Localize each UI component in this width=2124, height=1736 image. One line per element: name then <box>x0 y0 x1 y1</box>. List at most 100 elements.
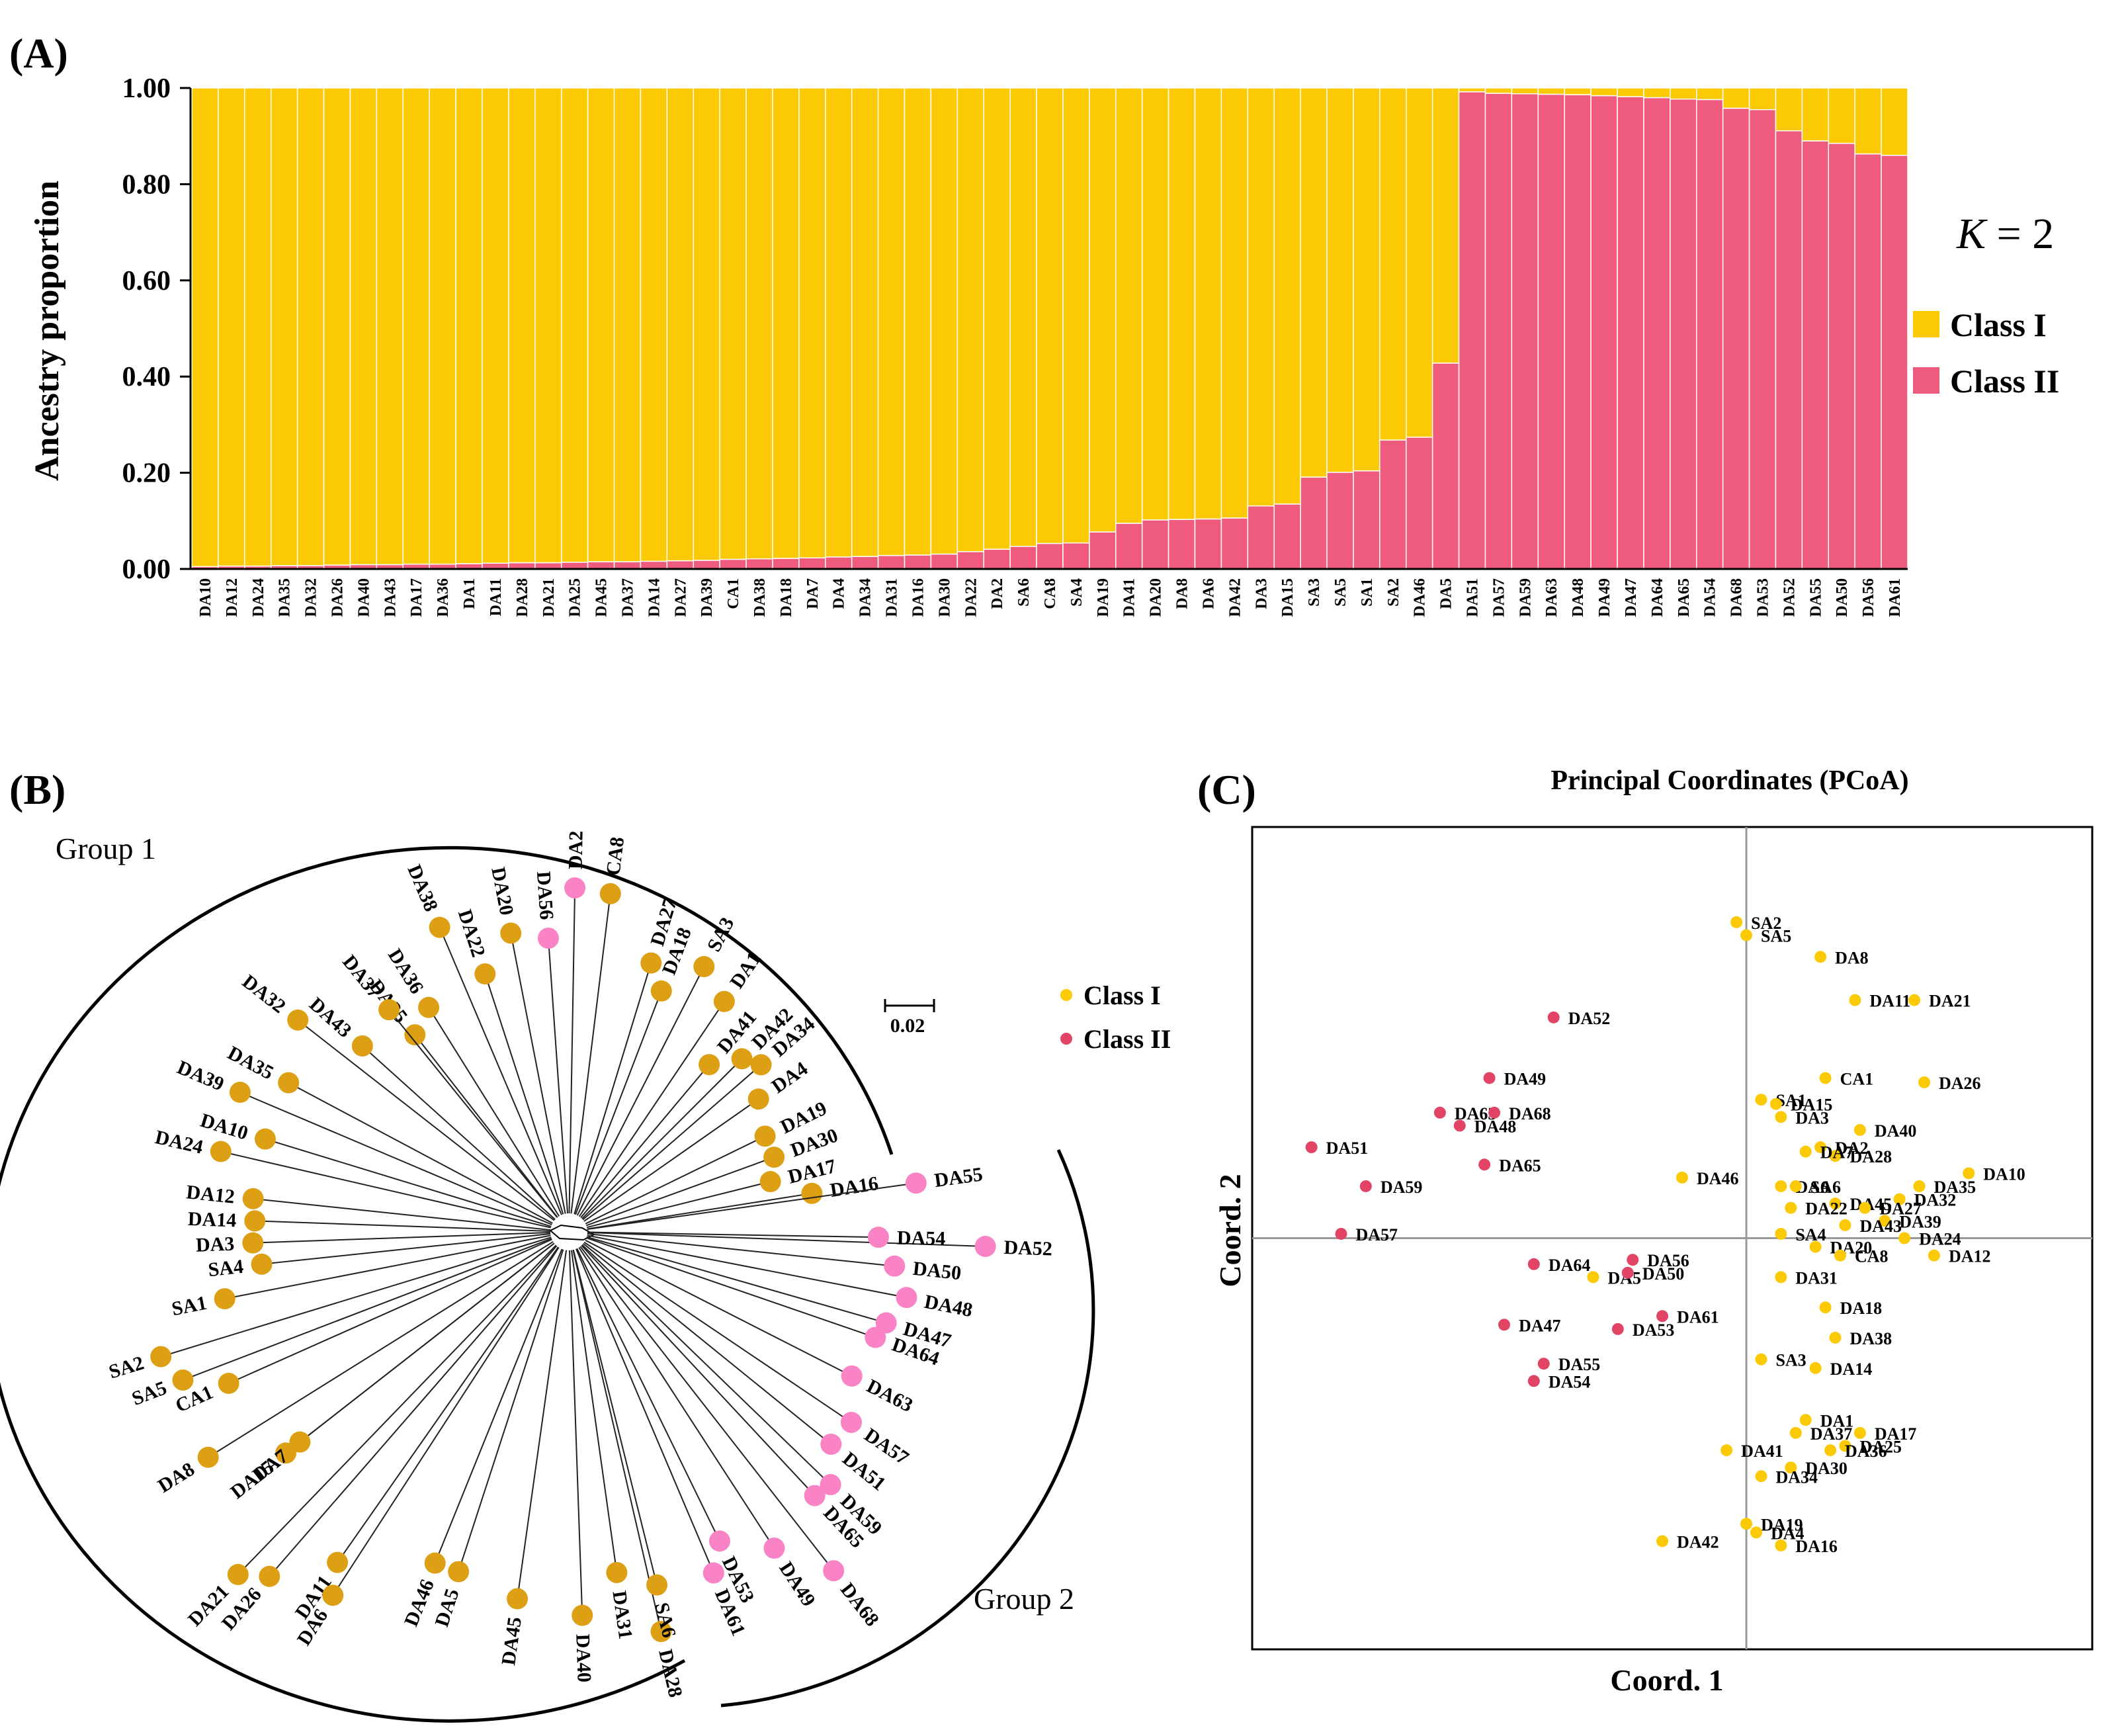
x-tick-label: SA3 <box>1306 578 1323 607</box>
pcoa-point-label: DA51 <box>1326 1139 1369 1158</box>
bar-class1-DA1 <box>455 87 483 564</box>
pcoa-point-DA55 <box>1537 1358 1550 1370</box>
pcoa-point-label: DA11 <box>1869 992 1910 1011</box>
x-tick-label: DA64 <box>1649 578 1666 617</box>
pcoa-point-CA1 <box>1819 1072 1832 1084</box>
tree-leaf-dot-DA27 <box>640 952 662 974</box>
pcoa-point-label: DA56 <box>1647 1251 1689 1270</box>
x-tick-label: DA10 <box>197 578 214 617</box>
pcoa-point-label: DA4 <box>1771 1524 1805 1543</box>
pcoa-point-DA47 <box>1498 1319 1510 1331</box>
bar-class2-DA34 <box>851 556 879 570</box>
tree-leaf-label: DA43 <box>305 993 356 1042</box>
tree-branch <box>332 1246 560 1596</box>
bar-class2-DA46 <box>1406 437 1433 570</box>
bar-class1-DA5 <box>1431 87 1460 364</box>
x-tick-label: DA35 <box>276 578 294 617</box>
bar-class1-DA45 <box>587 87 615 562</box>
x-tick-label: DA63 <box>1543 578 1560 617</box>
pcoa-point-label: DA42 <box>1677 1532 1719 1551</box>
tree-leaf-dot-DA39 <box>229 1082 251 1104</box>
tree-branch <box>586 1236 886 1324</box>
panel-a-ylabel: Ancestry proportion <box>28 181 66 481</box>
tree-branch <box>547 938 569 1214</box>
tree-leaf-dot-DA22 <box>474 963 496 985</box>
tree-branch <box>579 1246 834 1571</box>
tree-leaf-label: SA5 <box>129 1377 170 1410</box>
bar-class1-SA3 <box>1300 87 1328 478</box>
bar-class2-CA8 <box>1036 542 1064 570</box>
tree-branch <box>582 1064 762 1221</box>
tree-leaf-dot-DA12 <box>242 1188 264 1209</box>
bar-class2-DA63 <box>1537 93 1565 570</box>
bar-class2-DA27 <box>666 560 694 570</box>
bar-class1-SA4 <box>1062 87 1090 544</box>
tree-branch <box>570 1250 618 1573</box>
tree-branch <box>458 1249 564 1572</box>
pcoa-point-label: DA38 <box>1850 1329 1892 1348</box>
tree-leaf-dot-DA24 <box>210 1141 232 1162</box>
tree-leaf-label: DA24 <box>153 1126 205 1158</box>
tree-leaf-label: DA16 <box>829 1172 880 1201</box>
tree-leaf-dot-DA35 <box>278 1072 300 1094</box>
pcoa-point-DA31 <box>1775 1271 1787 1283</box>
tree-leaf-dot-DA43 <box>351 1035 373 1057</box>
tree-leaf-label: DA35 <box>224 1042 277 1084</box>
tree-leaf-dot-CA8 <box>599 883 621 904</box>
tree-leaf-dot-DA11 <box>327 1551 349 1573</box>
tree-leaf-dot-DA14 <box>244 1210 266 1232</box>
bar-class2-DA61 <box>1881 155 1908 570</box>
tree-branch <box>573 963 652 1215</box>
bar-class1-DA40 <box>349 87 378 566</box>
tree-leaf-dot-DA64 <box>865 1326 886 1348</box>
tree-leaf-label: DA38 <box>403 861 442 914</box>
tree-leaf-dot-SA2 <box>150 1346 172 1367</box>
tree-branch <box>228 1238 552 1384</box>
pcoa-point-label: DA15 <box>1791 1096 1833 1115</box>
tree-leaf-dot-DA28 <box>650 1621 672 1643</box>
x-tick-label: DA27 <box>672 578 689 617</box>
tree-branch <box>239 1092 552 1225</box>
bar-class2-DA25 <box>560 562 589 570</box>
bar-class1-DA3 <box>1247 87 1275 507</box>
bar-class2-DA3 <box>1247 505 1275 570</box>
bar-class1-DA49 <box>1590 87 1618 97</box>
scale-bar-value: 0.02 <box>890 1015 925 1037</box>
bar-class1-DA64 <box>1643 87 1671 99</box>
x-tick-label: DA12 <box>224 578 241 617</box>
bar-class1-DA32 <box>296 87 325 566</box>
pcoa-point-DA37 <box>1789 1426 1802 1439</box>
bar-class2-DA37 <box>613 561 642 570</box>
pcoa-point-label: DA43 <box>1859 1217 1902 1236</box>
tree-branch <box>510 933 566 1214</box>
tree-leaf-label: DA3 <box>195 1233 234 1256</box>
group1-label: Group 1 <box>56 832 156 865</box>
bar-class2-SA2 <box>1379 439 1407 570</box>
tree-leaf-label: SA3 <box>703 914 739 955</box>
x-tick-label: DA15 <box>1279 578 1296 617</box>
tree-leaf-label: DA1 <box>726 948 765 992</box>
y-tick-label: 0.00 <box>122 554 171 585</box>
tree-branch <box>337 1246 559 1563</box>
tree-branch <box>583 1241 852 1423</box>
group2-arc <box>720 1149 1095 1708</box>
bar-class1-CA1 <box>719 87 747 560</box>
x-tick-label: DA50 <box>1834 578 1851 617</box>
bar-class1-DA51 <box>1458 87 1486 93</box>
x-tick-label: CA1 <box>725 578 742 609</box>
x-tick-label: DA3 <box>1253 578 1270 609</box>
bar-class1-DA36 <box>429 87 456 565</box>
phylogenetic-tree: DA16DA17DA30DA19DA4DA34DA42DA41DA1SA3DA1… <box>106 830 1053 1699</box>
y-tick-label: 0.40 <box>122 362 171 392</box>
tree-leaf-label: DA54 <box>897 1227 946 1250</box>
tree-branch <box>253 1197 551 1231</box>
legend-b-class1-label: Class I <box>1083 980 1161 1010</box>
pcoa-point-DA11 <box>1849 994 1861 1006</box>
tree-leaf-dot-DA57 <box>840 1411 862 1433</box>
pcoa-point-label: DA49 <box>1504 1069 1547 1088</box>
x-tick-label: DA68 <box>1728 578 1746 617</box>
pcoa-point-label: DA34 <box>1775 1467 1818 1487</box>
bar-class1-DA38 <box>745 87 773 560</box>
pcoa-point-label: DA57 <box>1355 1225 1398 1244</box>
pcoa-point-DA54 <box>1527 1375 1540 1387</box>
